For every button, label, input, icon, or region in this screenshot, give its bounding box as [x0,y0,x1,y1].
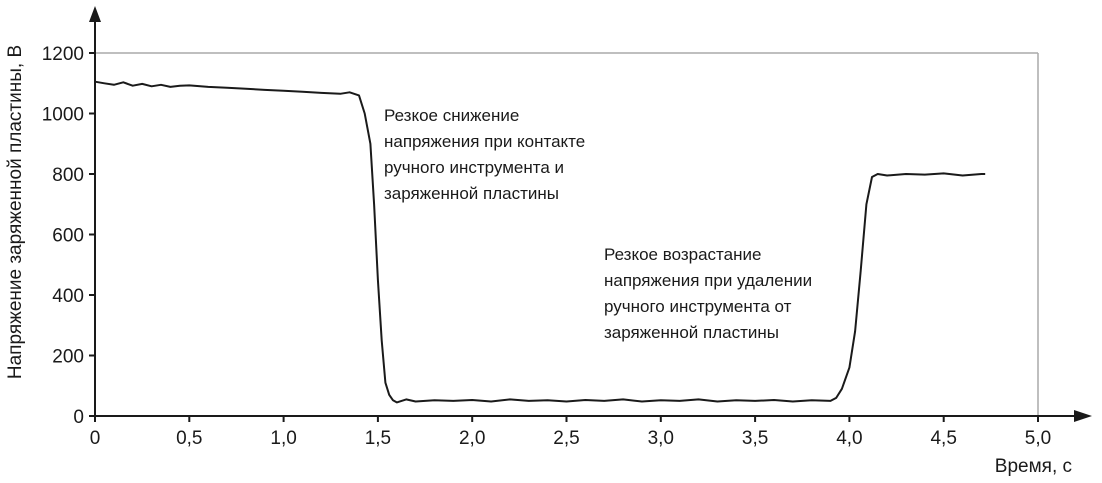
x-tick-label: 4,5 [930,428,956,449]
x-tick-label: 0 [90,428,101,449]
y-axis-arrow [89,6,101,22]
y-tick-label: 0 [73,407,84,428]
x-tick-label: 2,0 [459,428,485,449]
annotation-rise-line: ручного инструмента от [604,297,792,316]
y-tick-label: 600 [52,226,84,247]
y-ticks: 0 200 400 600 800 1000 1200 [42,44,95,428]
x-ticks: 0 0,5 1,0 1,5 2,0 2,5 3,0 3,5 4,0 4,5 5,0 [90,416,1051,449]
y-tick-label: 800 [52,165,84,186]
y-tick-label: 200 [52,347,84,368]
voltage-line [94,80,986,404]
y-axis-title: Напряжение заряженной пластины, В [5,45,26,379]
x-tick-label: 2,5 [553,428,579,449]
y-tick-label: 400 [52,286,84,307]
annotation-drop-line: Резкое снижение [384,106,519,125]
x-tick-label: 1,0 [270,428,296,449]
annotation-drop-line: напряжения при контакте [384,132,585,151]
x-tick-label: 1,5 [365,428,391,449]
y-tick-label: 1200 [42,44,84,65]
annotation-drop-line: заряженной пластины [384,184,559,203]
annotation-rise: Резкое возрастание напряжения при удален… [604,245,817,342]
x-tick-label: 0,5 [176,428,202,449]
annotation-drop: Резкое снижение напряжения при контакте … [384,106,590,203]
x-axis-arrow [1074,410,1092,422]
x-tick-label: 5,0 [1025,428,1051,449]
annotation-rise-line: напряжения при удалении [604,271,812,290]
x-tick-label: 4,0 [836,428,862,449]
x-tick-label: 3,5 [742,428,768,449]
x-axis-title: Время, с [995,456,1072,477]
y-tick-label: 1000 [42,105,84,126]
annotation-drop-line: ручного инструмента и [384,158,564,177]
annotation-rise-line: заряженной пластины [604,323,779,342]
x-tick-label: 3,0 [648,428,674,449]
annotation-rise-line: Резкое возрастание [604,245,761,264]
